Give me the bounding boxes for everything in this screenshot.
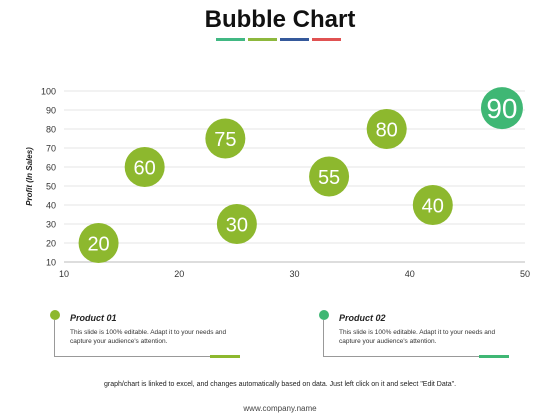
legend-dot [50, 310, 60, 320]
chart-title: Bubble Chart [204, 6, 356, 33]
bubble-label: 75 [214, 129, 236, 151]
legend-connector [323, 320, 324, 356]
y-tick-label: 50 [46, 182, 56, 192]
x-tick-label: 20 [174, 269, 184, 279]
legend-title: Product 01 [70, 313, 117, 323]
bubble-chart[interactable]: 10 20 30 40 50 60 70 80 90 100 10 20 30 40 50 Profit (I… [0, 0, 560, 300]
bubble [366, 109, 407, 149]
legend-description: This slide is 100% editable. Adapt it to… [339, 329, 496, 345]
bubble [412, 185, 453, 225]
x-tick-label: 10 [59, 269, 69, 279]
title-bar-1 [216, 38, 245, 41]
bubble-label: 80 [376, 120, 398, 142]
y-tick-label: 90 [46, 106, 56, 116]
bubble [480, 87, 523, 130]
title-bar-2 [248, 38, 277, 41]
y-tick-label: 100 [41, 87, 56, 97]
y-axis-label: Profit (In Sales) [25, 147, 34, 206]
bubble [124, 147, 165, 187]
legend-title: Product 02 [339, 313, 386, 323]
bubble-label: 40 [422, 196, 444, 218]
bubble [309, 156, 350, 197]
bubble [216, 204, 257, 244]
y-tick-label: 60 [46, 163, 56, 173]
bubble-label: 55 [318, 167, 340, 189]
y-tick-label: 80 [46, 125, 56, 135]
bubble [78, 223, 119, 263]
bubble-label: 60 [134, 158, 156, 180]
legend-underline [54, 356, 240, 357]
bubble [205, 118, 246, 159]
bubble-label: 20 [87, 234, 109, 256]
legend-accent [210, 355, 240, 358]
bubble-label: 30 [226, 215, 248, 237]
y-tick-label: 10 [46, 258, 56, 268]
y-tick-label: 70 [46, 144, 56, 154]
title-bar-3 [280, 38, 309, 41]
x-tick-label: 40 [405, 269, 415, 279]
bubble-label: 90 [486, 93, 517, 124]
legend-connector [54, 320, 55, 356]
y-tick-label: 30 [46, 220, 56, 230]
legend-accent [479, 355, 509, 358]
legend-underline [323, 356, 509, 357]
title-bar-4 [312, 38, 341, 41]
legend-dot [319, 310, 329, 320]
footnote: graph/chart is linked to excel, and chan… [103, 381, 457, 388]
x-tick-label: 50 [520, 269, 530, 279]
x-tick-label: 30 [289, 269, 299, 279]
company-url: www.company.name [243, 404, 317, 413]
y-tick-label: 20 [46, 239, 56, 249]
title-underline [216, 38, 341, 41]
y-tick-label: 40 [46, 201, 56, 211]
legend-description: This slide is 100% editable. Adapt it to… [70, 329, 227, 345]
